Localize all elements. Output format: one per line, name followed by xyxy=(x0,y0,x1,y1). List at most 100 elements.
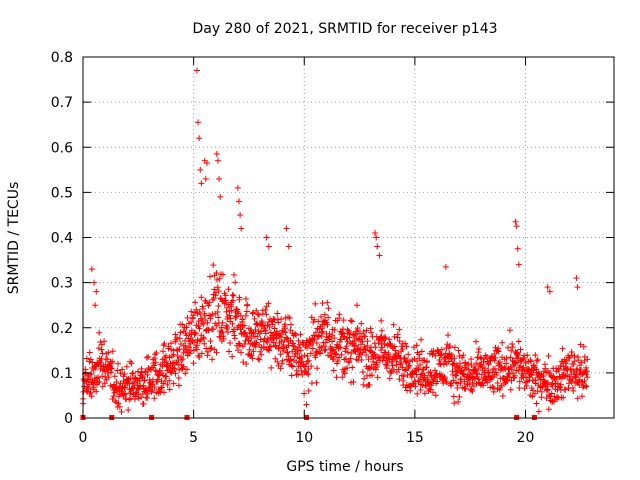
data-point xyxy=(544,284,551,291)
data-point xyxy=(95,374,102,381)
data-point xyxy=(219,271,226,278)
data-point xyxy=(451,344,458,351)
data-point xyxy=(292,332,299,339)
data-point xyxy=(158,385,165,392)
data-point xyxy=(144,390,151,397)
data-point xyxy=(241,322,248,329)
data-point xyxy=(485,361,492,368)
data-point xyxy=(275,345,282,352)
data-point xyxy=(423,359,430,366)
data-point xyxy=(404,371,411,378)
data-point xyxy=(204,348,211,355)
data-point xyxy=(333,350,340,357)
data-point xyxy=(257,336,264,343)
data-point xyxy=(474,370,481,377)
data-point xyxy=(342,356,349,363)
data-point xyxy=(579,393,586,400)
data-point xyxy=(235,347,242,354)
data-point xyxy=(434,378,441,385)
data-point xyxy=(168,340,175,347)
data-point xyxy=(220,335,227,342)
data-point xyxy=(513,223,520,230)
data-point xyxy=(231,335,238,342)
data-point xyxy=(105,374,112,381)
data-point xyxy=(303,401,310,408)
data-point xyxy=(301,352,308,359)
x-axis-label: GPS time / hours xyxy=(286,459,403,475)
data-point xyxy=(453,368,460,375)
data-point xyxy=(229,297,236,304)
data-point xyxy=(417,361,424,368)
data-point xyxy=(149,380,156,387)
data-point xyxy=(352,331,359,338)
data-point xyxy=(235,198,242,205)
data-point xyxy=(297,331,304,338)
data-point xyxy=(382,335,389,342)
data-point xyxy=(362,333,369,340)
data-point xyxy=(331,334,338,341)
data-point xyxy=(548,390,555,397)
data-point xyxy=(198,180,205,187)
data-point xyxy=(507,386,514,393)
data-point xyxy=(143,354,150,361)
data-point xyxy=(329,338,336,345)
data-point xyxy=(285,353,292,360)
data-point xyxy=(574,395,581,402)
data-point xyxy=(417,374,424,381)
data-point xyxy=(289,363,296,370)
data-point xyxy=(399,345,406,352)
data-point xyxy=(368,329,375,336)
data-point xyxy=(378,317,385,324)
data-point xyxy=(463,365,470,372)
data-point xyxy=(169,360,176,367)
data-point xyxy=(174,334,181,341)
data-point xyxy=(268,364,275,371)
data-point xyxy=(225,286,232,293)
data-point xyxy=(503,355,510,362)
data-point xyxy=(372,344,379,351)
data-point xyxy=(418,371,425,378)
data-point xyxy=(578,367,585,374)
data-point xyxy=(501,364,508,371)
data-point xyxy=(151,384,158,391)
data-point xyxy=(509,344,516,351)
data-point xyxy=(523,382,530,389)
data-point xyxy=(88,266,95,273)
data-point xyxy=(491,350,498,357)
data-point xyxy=(214,157,221,164)
data-point xyxy=(405,351,412,358)
data-point xyxy=(356,330,363,337)
data-point xyxy=(400,373,407,380)
data-point xyxy=(338,336,345,343)
data-point xyxy=(303,370,310,377)
data-point xyxy=(85,385,92,392)
data-point xyxy=(237,312,244,319)
data-point xyxy=(152,351,159,358)
data-point xyxy=(250,330,257,337)
data-point xyxy=(305,387,312,394)
data-point xyxy=(405,365,412,372)
data-point xyxy=(213,349,220,356)
data-point xyxy=(249,329,256,336)
data-point xyxy=(233,305,240,312)
data-point xyxy=(273,335,280,342)
data-point xyxy=(234,184,241,191)
data-point xyxy=(458,376,465,383)
x-tick-label: 5 xyxy=(189,430,198,446)
data-point xyxy=(216,175,223,182)
data-point xyxy=(583,364,590,371)
data-point xyxy=(445,358,452,365)
y-tick-label: 0.2 xyxy=(51,321,73,337)
data-point xyxy=(460,352,467,359)
data-point xyxy=(139,373,146,380)
data-point xyxy=(466,381,473,388)
data-point xyxy=(243,308,250,315)
data-point xyxy=(360,328,367,335)
data-point xyxy=(215,288,222,295)
data-point xyxy=(118,408,125,415)
data-point xyxy=(163,373,170,380)
data-point xyxy=(91,279,98,286)
data-point xyxy=(432,352,439,359)
data-point xyxy=(562,386,569,393)
